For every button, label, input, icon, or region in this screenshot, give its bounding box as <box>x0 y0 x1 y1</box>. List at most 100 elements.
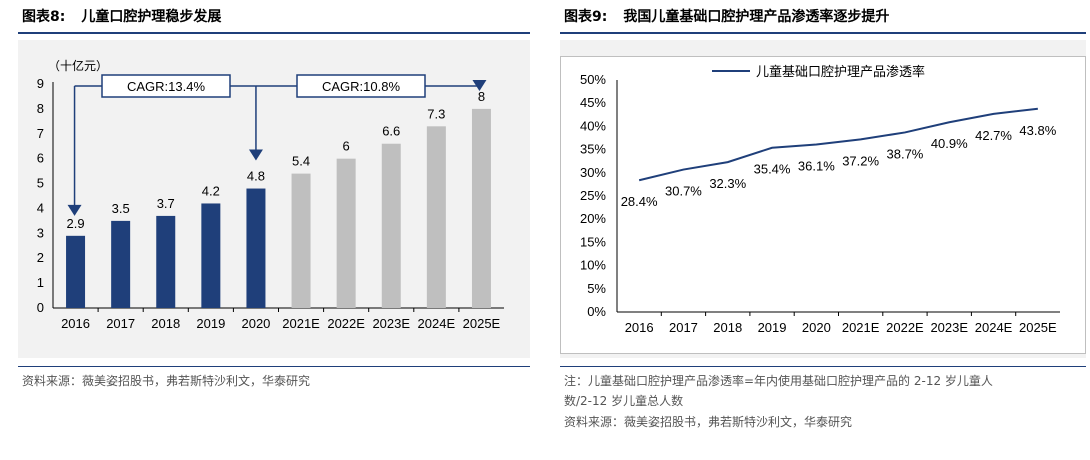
bar-2017 <box>111 220 131 308</box>
y-tick-label: 1 <box>37 275 44 290</box>
arrow-head <box>248 149 263 161</box>
figure-8-title: 图表8: 儿童口腔护理稳步发展 <box>22 6 221 26</box>
x-tick-label: 2025E <box>463 316 501 331</box>
y-tick-label: 4 <box>37 200 44 215</box>
cagr-1-label: CAGR:13.4% <box>127 79 205 94</box>
bar-value-label: 2.9 <box>67 216 85 231</box>
x-tick-label: 2018 <box>151 316 180 331</box>
bar-2023E <box>381 143 401 308</box>
y-tick-label: 6 <box>37 151 44 166</box>
bar-2024E <box>426 126 446 308</box>
bar-value-label: 7.3 <box>427 106 445 121</box>
x-tick-label: 2021E <box>842 320 880 335</box>
title-rule <box>560 32 1086 34</box>
source-rule <box>18 366 530 367</box>
y-tick-label: 3 <box>37 225 44 240</box>
data-point-label: 43.8% <box>1019 123 1056 138</box>
figure-9-title: 图表9: 我国儿童基础口腔护理产品渗透率逐步提升 <box>564 6 889 26</box>
y-tick-label: 7 <box>37 126 44 141</box>
figure-8-source: 资料来源：薇美姿招股书，弗若斯特沙利文，华泰研究 <box>22 374 311 388</box>
bar-2025E <box>471 108 491 308</box>
data-point-label: 38.7% <box>887 146 924 161</box>
y-tick-label: 30% <box>580 165 606 180</box>
bar-value-label: 6.6 <box>382 124 400 139</box>
x-tick-label: 2016 <box>625 320 654 335</box>
data-point-label: 32.3% <box>709 176 746 191</box>
bar-2019 <box>201 203 221 308</box>
x-tick-label: 2016 <box>61 316 90 331</box>
x-tick-label: 2022E <box>327 316 365 331</box>
x-tick-label: 2024E <box>418 316 456 331</box>
x-tick-label: 2019 <box>196 316 225 331</box>
x-tick-label: 2021E <box>282 316 320 331</box>
figure-8-panel: 图表8: 儿童口腔护理稳步发展 （十亿元） 0 1 2 3 4 5 6 7 8 9 2.9 2016 3.5… <box>0 0 530 460</box>
data-point-label: 30.7% <box>665 184 702 199</box>
note-rule <box>560 366 1086 367</box>
figure-8-number: 图表8: <box>22 9 66 25</box>
data-point-label: 37.2% <box>842 153 879 168</box>
y-tick-label: 9 <box>37 76 44 91</box>
arrow-head <box>67 204 82 216</box>
bar-value-label: 4.2 <box>202 183 220 198</box>
bar-value-label: 5.4 <box>292 154 310 169</box>
x-tick-label: 2024E <box>975 320 1013 335</box>
penetration-rate-line <box>638 107 1038 182</box>
data-point-label: 35.4% <box>754 162 791 177</box>
bar-value-label: 3.7 <box>157 196 175 211</box>
y-tick-label: 25% <box>580 188 606 203</box>
y-tick-label: 2 <box>37 250 44 265</box>
bar-2021E <box>291 173 311 308</box>
cagr-2-box <box>296 74 426 98</box>
y-tick-label: 5 <box>37 176 44 191</box>
y-tick-label: 5% <box>587 281 606 296</box>
bar-value-label: 6 <box>343 139 350 154</box>
y-tick-label: 50% <box>580 72 606 87</box>
bar-2022E <box>336 158 356 308</box>
chart-frame <box>560 56 1086 354</box>
x-tick-label: 2017 <box>669 320 698 335</box>
x-tick-label: 2017 <box>106 316 135 331</box>
arrow-head <box>472 80 487 91</box>
line-chart: 儿童基础口腔护理产品渗透率 0% 5% 10% 15% 20% 25% 30% 35% 40% 45… <box>580 64 1060 335</box>
data-point-label: 42.7% <box>975 128 1012 143</box>
bar-value-label: 8 <box>478 89 485 104</box>
title-rule <box>18 32 530 34</box>
bar-value-label: 4.8 <box>247 169 265 184</box>
y-tick-label: 0 <box>37 300 44 315</box>
figure-9-caption: 我国儿童基础口腔护理产品渗透率逐步提升 <box>623 9 890 25</box>
y-tick-label: 35% <box>580 142 606 157</box>
bar-2020 <box>246 188 266 308</box>
bar-2016 <box>66 235 86 308</box>
figure-9-note-line1: 注：儿童基础口腔护理产品渗透率=年内使用基础口腔护理产品的 2-12 岁儿童人 <box>564 374 993 388</box>
x-tick-label: 2019 <box>758 320 787 335</box>
y-tick-label: 45% <box>580 95 606 110</box>
data-point-label: 28.4% <box>621 194 658 209</box>
x-tick-label: 2020 <box>802 320 831 335</box>
y-tick-label: 10% <box>580 258 606 273</box>
bar-2018 <box>156 215 176 308</box>
data-point-label: 36.1% <box>798 158 835 173</box>
y-tick-label: 15% <box>580 234 606 249</box>
y-tick-label: 0% <box>587 304 606 319</box>
y-tick-label: 20% <box>580 211 606 226</box>
figure-9-source: 资料来源：薇美姿招股书，弗若斯特沙利文，华泰研究 <box>564 415 853 429</box>
x-tick-label: 2023E <box>930 320 968 335</box>
y-axis-unit-label: （十亿元） <box>48 58 108 73</box>
figure-9-panel: 图表9: 我国儿童基础口腔护理产品渗透率逐步提升 儿童基础口腔护理产品渗透率 0% 5… <box>560 0 1090 460</box>
bar-value-label: 3.5 <box>112 201 130 216</box>
x-tick-label: 2020 <box>241 316 270 331</box>
x-tick-label: 2025E <box>1019 320 1057 335</box>
data-point-label: 40.9% <box>931 136 968 151</box>
y-tick-label: 40% <box>580 118 606 133</box>
cagr-1-box <box>101 74 231 98</box>
figure-9-note-line2: 数/2-12 岁儿童总人数 <box>564 394 684 408</box>
x-tick-label: 2018 <box>713 320 742 335</box>
x-tick-label: 2022E <box>886 320 924 335</box>
figure-9-number: 图表9: <box>564 9 608 25</box>
cagr-2-label: CAGR:10.8% <box>322 79 400 94</box>
legend-label: 儿童基础口腔护理产品渗透率 <box>756 64 925 79</box>
x-tick-label: 2023E <box>372 316 410 331</box>
figure-8-caption: 儿童口腔护理稳步发展 <box>81 9 222 25</box>
bar-chart: （十亿元） 0 1 2 3 4 5 6 7 8 9 2.9 2016 3.5 2017 3.7 2018 4.2 2… <box>37 58 504 331</box>
y-tick-label: 8 <box>37 101 44 116</box>
